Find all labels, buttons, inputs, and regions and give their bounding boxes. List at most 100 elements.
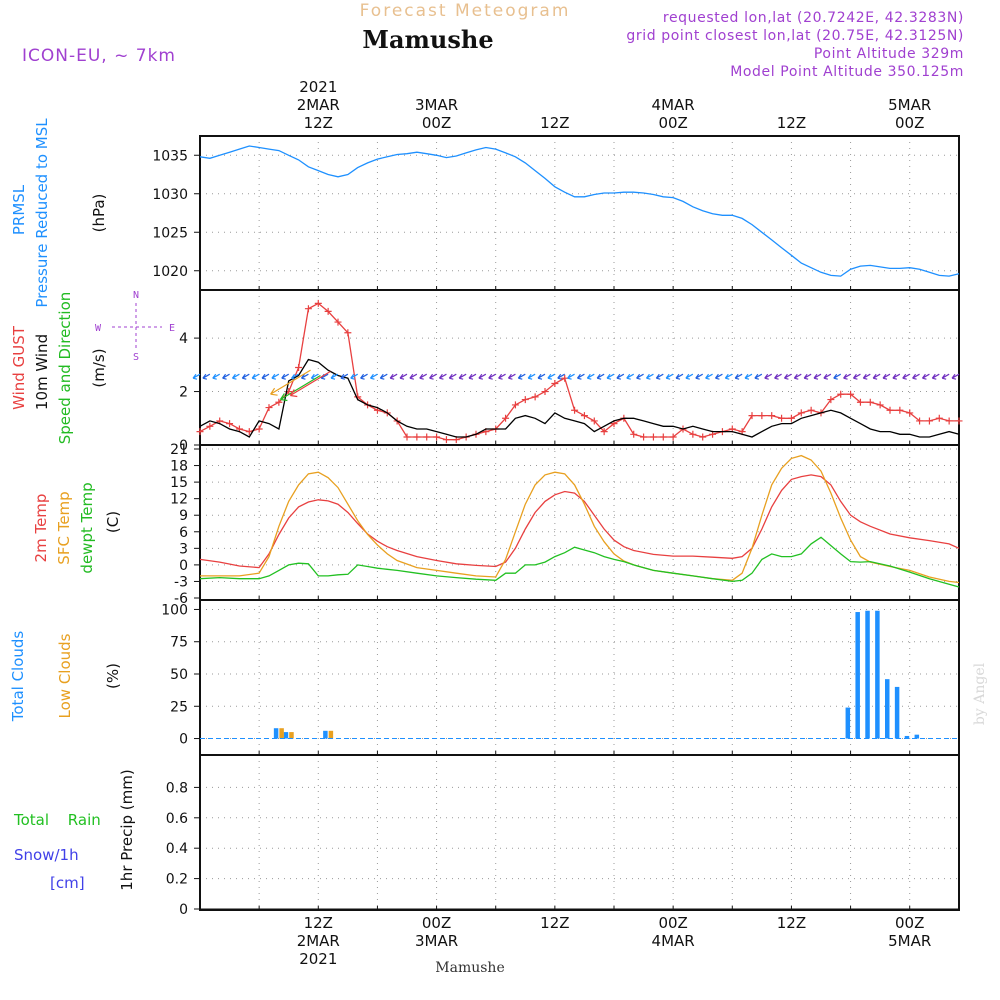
- wind-arrow: [350, 373, 359, 380]
- wind-10m-label: 10m Wind: [33, 334, 51, 410]
- y-tick-label: 2: [179, 385, 188, 401]
- sfc-temp-line: [200, 454, 960, 584]
- gust-marker: [304, 305, 312, 313]
- wind-arrow: [360, 373, 368, 380]
- wind-arrow: [330, 373, 339, 380]
- time-axis-label: 5MAR: [888, 96, 931, 114]
- temp-2m-label: 2m Temp: [32, 494, 50, 563]
- pressure-label-prmsl: PRMSL: [10, 184, 28, 235]
- y-tick-label: 0.2: [166, 872, 188, 888]
- y-tick-label: 0: [179, 438, 188, 454]
- time-axis-label: 00Z: [658, 114, 687, 132]
- y-tick-label: 75: [170, 635, 188, 651]
- total-cloud-bar: [904, 735, 910, 739]
- pressure-unit: (hPa): [90, 194, 108, 233]
- wind-arrow: [813, 373, 822, 380]
- wind-arrow: [212, 373, 221, 380]
- total-cloud-bar: [283, 732, 289, 739]
- wind-arrow: [902, 373, 911, 380]
- gust-marker: [511, 401, 519, 409]
- wind-arrow: [389, 373, 398, 380]
- wind-arrow: [202, 373, 211, 380]
- wind-arrow: [576, 373, 585, 380]
- wind-arrow: [754, 373, 763, 380]
- wind-arrow: [744, 373, 753, 380]
- wind-panel: 0 2 4: [179, 289, 963, 454]
- y-tick-label: 15: [170, 475, 188, 491]
- gust-marker: [876, 401, 884, 409]
- gust-marker: [778, 414, 786, 422]
- time-axis-label: 00Z: [422, 114, 451, 132]
- wind-arrow: [882, 373, 891, 380]
- total-cloud-bar: [845, 707, 851, 739]
- gust-marker: [265, 404, 273, 412]
- temp-2m-line: [199, 474, 960, 569]
- gust-marker: [551, 380, 559, 388]
- gust-marker: [423, 433, 431, 441]
- y-tick-label: 3: [179, 541, 188, 557]
- wind-arrow: [241, 373, 250, 380]
- wind-arrow: [369, 373, 378, 380]
- wind-arrow: [537, 373, 546, 380]
- dewpt-line: [199, 536, 960, 588]
- panel-frame: [199, 135, 960, 291]
- model-point-altitude: Model Point Altitude 350.125m: [730, 64, 964, 80]
- gust-marker: [659, 433, 667, 441]
- wind-arrow: [774, 373, 782, 380]
- gust-marker: [649, 433, 657, 441]
- pressure-panel: 1020 1025 1030 1035: [152, 135, 960, 291]
- gust-marker: [640, 433, 648, 441]
- y-tick-label: 100: [161, 602, 188, 618]
- total-cloud-bar: [865, 610, 870, 739]
- gust-marker: [896, 406, 904, 414]
- panel-frame: [199, 754, 960, 911]
- gust-marker: [945, 417, 953, 425]
- total-cloud-bar: [855, 612, 860, 739]
- y-tick-label: 50: [170, 667, 188, 683]
- time-axis-label: 2021: [299, 78, 337, 96]
- gust-marker: [295, 364, 303, 371]
- y-tick-label: -3: [174, 574, 188, 590]
- y-tick-label: 4: [179, 331, 188, 347]
- gust-marker: [866, 398, 874, 406]
- wind-arrow: [803, 373, 812, 380]
- clouds-panel: 0 25 50 75 100: [161, 599, 960, 756]
- time-axis-label: 00Z: [422, 914, 451, 932]
- time-axis-label: 4MAR: [652, 932, 695, 950]
- wind-arrow: [488, 373, 497, 380]
- y-tick-label: 25: [170, 699, 188, 715]
- y-tick-label: 12: [170, 492, 188, 508]
- time-axis-label: 12Z: [777, 914, 806, 932]
- requested-coords: requested lon,lat (20.7242E, 42.3283N): [663, 10, 964, 26]
- wind-arrow: [261, 373, 270, 380]
- wind-arrow: [665, 373, 674, 380]
- wind-gust-label: Wind GUST: [10, 325, 28, 410]
- gust-marker: [541, 388, 549, 396]
- wind-arrow: [645, 373, 654, 380]
- wind-arrow: [616, 373, 625, 380]
- wind-arrow: [399, 373, 408, 380]
- time-axis-label: 4MAR: [652, 96, 695, 114]
- gust-marker: [196, 428, 204, 436]
- gust-marker: [689, 430, 697, 438]
- wind-arrow: [409, 373, 418, 380]
- time-axis-label: 3MAR: [415, 96, 458, 114]
- time-axis-label: 00Z: [895, 114, 924, 132]
- gust-marker: [856, 398, 864, 406]
- wind-arrow: [271, 373, 280, 380]
- wind-arrow: [833, 373, 842, 380]
- total-cloud-bar: [323, 730, 328, 739]
- gust-marker: [324, 307, 332, 315]
- total-cloud-bar: [894, 686, 900, 739]
- low-cloud-bar: [328, 730, 334, 739]
- wind-arrow: [340, 373, 349, 380]
- wind-arrow: [270, 369, 311, 396]
- gust-marker: [886, 406, 894, 414]
- compass-s: S: [133, 352, 139, 363]
- wind-line: [199, 358, 960, 438]
- wind-arrow: [951, 373, 960, 380]
- location-title: Mamushe: [362, 25, 493, 54]
- time-axis-label: 5MAR: [888, 932, 931, 950]
